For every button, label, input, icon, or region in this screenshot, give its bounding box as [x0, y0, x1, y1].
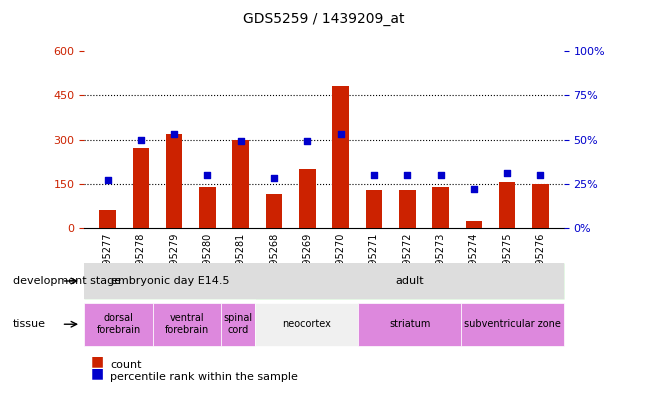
Bar	[233, 140, 249, 228]
Point	[369, 172, 379, 178]
Text: adult: adult	[395, 276, 424, 286]
Text: dorsal
forebrain: dorsal forebrain	[97, 314, 141, 335]
Bar	[299, 169, 316, 228]
Text: ventral
forebrain: ventral forebrain	[165, 314, 209, 335]
Text: neocortex: neocortex	[283, 319, 331, 329]
Point	[236, 138, 246, 144]
Point	[169, 131, 179, 137]
Text: spinal
cord: spinal cord	[224, 314, 253, 335]
Point	[469, 186, 479, 192]
Point	[435, 172, 446, 178]
Text: development stage: development stage	[13, 276, 121, 286]
Text: subventricular zone: subventricular zone	[464, 319, 561, 329]
Point	[402, 172, 412, 178]
Text: tissue: tissue	[13, 319, 46, 329]
Point	[102, 177, 113, 183]
Bar	[532, 184, 549, 228]
Text: percentile rank within the sample: percentile rank within the sample	[110, 372, 298, 382]
Bar	[332, 86, 349, 228]
Point	[302, 138, 312, 144]
Text: GDS5259 / 1439209_at: GDS5259 / 1439209_at	[243, 12, 405, 26]
Bar	[465, 220, 482, 228]
Point	[135, 136, 146, 143]
Bar	[399, 189, 415, 228]
Bar	[99, 210, 116, 228]
Bar	[199, 187, 216, 228]
Point	[535, 172, 546, 178]
Bar	[432, 187, 449, 228]
Text: count: count	[110, 360, 142, 371]
Bar	[499, 182, 515, 228]
Text: ■: ■	[91, 366, 104, 380]
Bar	[266, 194, 283, 228]
Point	[202, 172, 213, 178]
Point	[502, 170, 513, 176]
Point	[336, 131, 346, 137]
Bar	[166, 134, 183, 228]
Bar	[133, 148, 149, 228]
Point	[269, 175, 279, 182]
Text: striatum: striatum	[389, 319, 430, 329]
Text: embryonic day E14.5: embryonic day E14.5	[111, 276, 229, 286]
Bar	[365, 189, 382, 228]
Text: ■: ■	[91, 354, 104, 369]
